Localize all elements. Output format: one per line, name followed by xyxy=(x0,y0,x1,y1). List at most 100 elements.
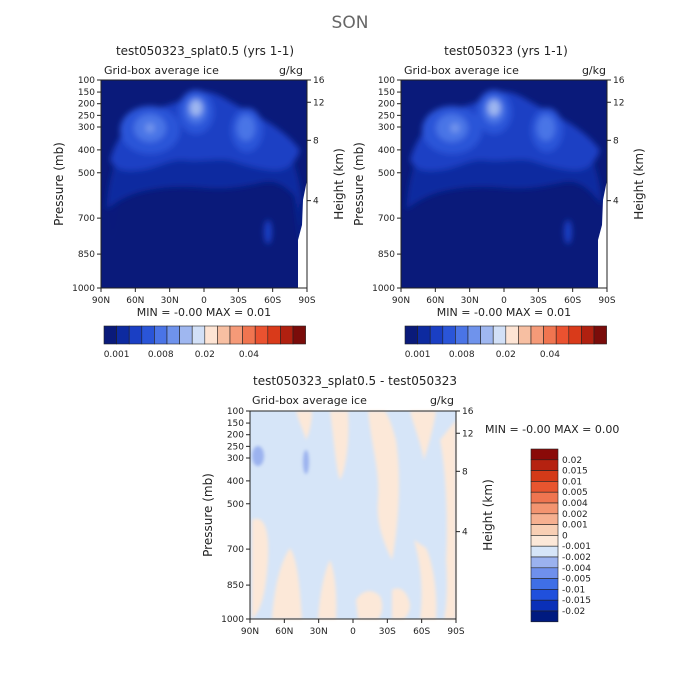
contour-field xyxy=(249,410,457,620)
colorbar-swatch xyxy=(530,589,559,601)
y-tick-label: 200 xyxy=(227,431,244,441)
x-tick-label: 30N xyxy=(461,296,479,306)
panel-subtitle-right: g/kg xyxy=(279,64,303,77)
colorbar-swatch xyxy=(204,325,218,345)
y-tick-label: 500 xyxy=(227,500,244,510)
panel-stats: MIN = -0.00 MAX = 0.01 xyxy=(137,306,271,319)
colorbar-swatch xyxy=(267,325,281,345)
x-tick-label: 0 xyxy=(201,296,207,306)
colorbar-label: 0.015 xyxy=(562,467,588,477)
panel-subtitle-left: Grid-box average ice xyxy=(104,64,219,77)
y-tick-label: 1000 xyxy=(372,284,395,294)
colorbar-swatch xyxy=(543,325,557,345)
colorbar-label: 0.001 xyxy=(104,350,130,360)
colorbar-swatch xyxy=(568,325,582,345)
colorbar-swatch xyxy=(292,325,306,345)
panel-bottom: test050323_splat0.5 - test050323 Grid-bo… xyxy=(249,374,619,620)
panel-title: test050323_splat0.5 (yrs 1-1) xyxy=(116,44,294,58)
y-tick-label: 150 xyxy=(78,88,95,98)
panel-top-right: test050323 (yrs 1-1) Grid-box average ic… xyxy=(400,44,608,289)
colorbar-swatch xyxy=(254,325,269,345)
colorbar-swatch xyxy=(530,325,544,345)
panel-subtitle-right: g/kg xyxy=(430,394,454,407)
colorbar-swatch xyxy=(103,325,117,345)
y-tick-label: 850 xyxy=(78,250,95,260)
y-tick-label: 250 xyxy=(78,111,95,121)
colorbar-label: 0.01 xyxy=(562,477,582,487)
colorbar-label: 0.04 xyxy=(540,350,560,360)
colorbar-swatch xyxy=(530,535,559,547)
colorbar-label: 0.001 xyxy=(405,350,431,360)
y-right-tick-label: 12 xyxy=(313,98,324,108)
y-tick-label: 300 xyxy=(78,123,95,133)
y-tick-label: 400 xyxy=(378,146,395,156)
colorbar-swatch xyxy=(141,325,155,345)
colorbar-swatch xyxy=(242,325,256,345)
colorbar-swatch xyxy=(530,448,559,461)
y-right-tick-label: 12 xyxy=(613,98,624,108)
colorbar-label: -0.002 xyxy=(562,553,591,563)
y-tick-label: 300 xyxy=(227,454,244,464)
colorbar-swatch xyxy=(442,325,456,345)
y-tick-label: 100 xyxy=(227,407,244,417)
panel-title: test050323 (yrs 1-1) xyxy=(444,44,568,58)
colorbar-swatch xyxy=(518,325,532,345)
y-right-tick-label: 16 xyxy=(613,76,625,86)
x-tick-label: 60N xyxy=(426,296,444,306)
x-tick-label: 90N xyxy=(241,627,259,637)
colorbar-label: 0.02 xyxy=(562,456,582,466)
y-tick-label: 250 xyxy=(378,111,395,121)
colorbar-swatch xyxy=(530,567,559,579)
axes-layer: 90N 60N 30N 0 30S 60S 90S100150200250300400500… xyxy=(52,76,646,637)
y-tick-label: 200 xyxy=(78,100,95,110)
y-right-tick-label: 12 xyxy=(462,429,473,439)
colorbar-swatch xyxy=(530,502,559,515)
colorbar-swatch xyxy=(229,325,243,345)
colorbar-label: 0 xyxy=(562,531,568,541)
colorbar-horizontal: 0.001 0.008 0.02 0.04 xyxy=(103,325,306,360)
colorbar-label: 0.001 xyxy=(562,521,588,531)
y-tick-label: 700 xyxy=(227,545,244,555)
colorbar-swatch xyxy=(530,459,559,471)
x-tick-label: 90S xyxy=(298,296,315,306)
colorbar-swatch xyxy=(191,325,206,345)
y-right-tick-label: 8 xyxy=(462,467,468,477)
colorbar-swatch xyxy=(480,325,494,345)
y-tick-label: 700 xyxy=(78,214,95,224)
x-tick-label: 60N xyxy=(126,296,144,306)
y-tick-label: 850 xyxy=(378,250,395,260)
y-right-tick-label: 8 xyxy=(313,136,319,146)
x-tick-label: 0 xyxy=(350,627,356,637)
colorbar-layer: 0.001 0.008 0.02 0.04 0.001 0.008 0.02 0.04 0.02… xyxy=(103,325,607,623)
colorbar-swatch xyxy=(280,325,294,345)
contour-field xyxy=(400,79,608,289)
y-axis-label: Pressure (mb) xyxy=(352,142,366,226)
colorbar-vertical: 0.020.0150.010.0050.0040.0020.0010-0.001… xyxy=(530,448,591,623)
colorbar-swatch xyxy=(116,325,130,345)
y-right-tick-label: 16 xyxy=(462,407,474,417)
contour-field xyxy=(100,79,308,289)
colorbar-label: 0.02 xyxy=(496,350,516,360)
y-axis-label-right: Height (km) xyxy=(481,479,495,550)
colorbar-swatch xyxy=(530,610,559,623)
panel-subtitle-right: g/kg xyxy=(582,64,606,77)
y-axis-label-right: Height (km) xyxy=(632,148,646,219)
colorbar-swatch xyxy=(555,325,570,345)
panel-stats: MIN = -0.00 MAX = 0.01 xyxy=(437,306,571,319)
colorbar-swatch xyxy=(128,325,143,345)
colorbar-label: -0.02 xyxy=(562,607,585,617)
x-tick-label: 60N xyxy=(275,627,293,637)
y-right-tick-label: 4 xyxy=(313,197,319,207)
y-right-tick-label: 4 xyxy=(613,197,619,207)
colorbar-swatch xyxy=(179,325,193,345)
panel-top-left: test050323_splat0.5 (yrs 1-1) Grid-box a… xyxy=(100,44,308,289)
y-tick-label: 100 xyxy=(378,76,395,86)
x-tick-label: 60S xyxy=(413,627,430,637)
colorbar-swatch xyxy=(404,325,418,345)
colorbar-swatch xyxy=(530,578,559,590)
y-right-tick-label: 8 xyxy=(613,136,619,146)
colorbar-label: 0.005 xyxy=(562,488,588,498)
y-tick-label: 200 xyxy=(378,100,395,110)
